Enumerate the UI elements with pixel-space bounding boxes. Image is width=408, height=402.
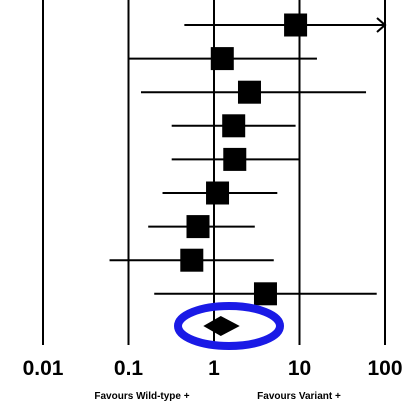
ci-arrow [376,17,387,33]
study-marker [284,13,308,37]
study-markers [180,13,308,306]
x-tick-label: 100 [367,357,402,380]
x-tick-label: 1 [208,357,220,380]
study-marker [206,181,230,205]
study-marker [180,248,204,272]
favours-variant-label: Favours Variant + [257,391,341,402]
study-marker [222,114,246,138]
study-marker [253,282,277,306]
highlight-ellipse [174,302,284,350]
pooled-diamond [203,316,240,336]
study-marker [186,215,210,239]
confidence-intervals [109,17,387,295]
x-tick-label: 0.1 [114,357,144,380]
study-marker [237,80,261,104]
study-marker [210,47,234,71]
favours-wild-type-label: Favours Wild-type + [94,391,189,402]
x-tick-label: 10 [288,357,311,380]
x-tick-label: 0.01 [23,357,64,380]
pooled-estimate [174,302,284,350]
study-marker [223,147,247,171]
x-tick-labels: 0.01 0.1 1 10 100 [23,357,403,380]
